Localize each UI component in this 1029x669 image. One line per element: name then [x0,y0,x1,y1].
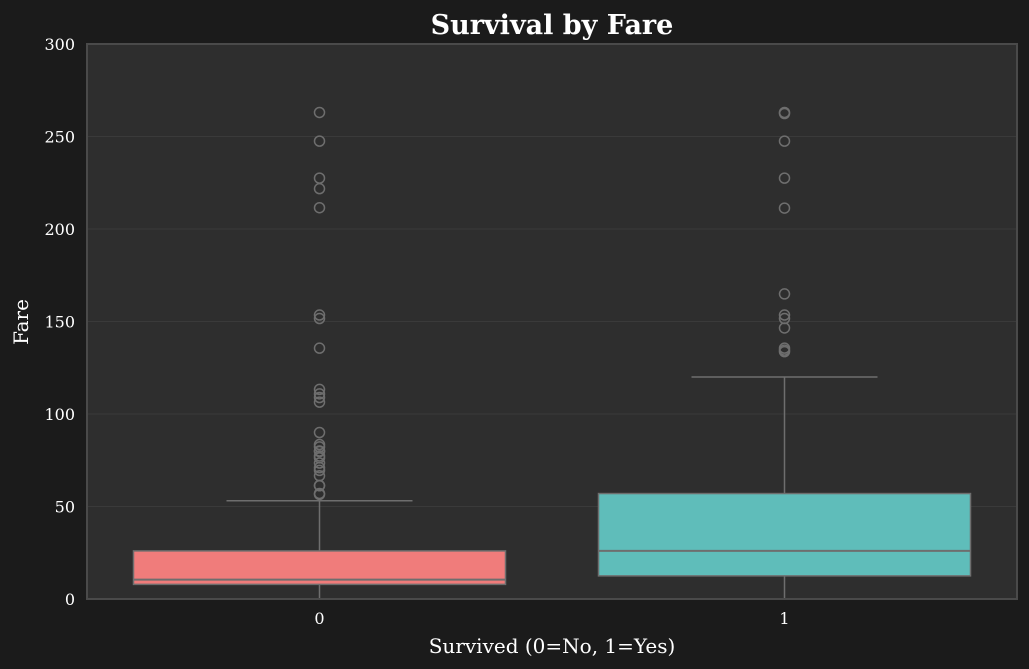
y-tick-label: 100 [44,405,75,424]
y-tick-labels: 0 50 100 150 200 250 300 [44,35,75,609]
plot-border [86,43,1018,600]
y-tick-label: 50 [55,498,75,517]
outlier-point [778,106,791,119]
outlier-point [313,309,326,321]
outlier-point [313,135,326,147]
outlier-point [778,202,791,214]
y-tick-label: 150 [44,313,75,332]
x-axis-label: Survived (0=No, 1=Yes) [429,634,676,658]
y-tick-label: 0 [65,590,75,609]
x-tick-label: 1 [779,609,789,628]
outlier-point [313,470,326,482]
outlier-point [778,172,791,184]
y-tick-label: 300 [44,35,75,54]
iqr-box [597,492,972,577]
outlier-point [313,487,326,500]
outliers [313,106,791,501]
outlier-point [778,288,791,300]
outlier-point [778,135,791,147]
chart-title: Survival by Fare [431,10,674,41]
boxes [132,376,972,600]
outlier-point [313,388,326,400]
outlier-point [313,426,326,439]
outlier-point [313,396,326,408]
outlier-point [778,342,791,354]
outlier-point [313,201,326,214]
outlier-point [313,457,326,469]
outlier-point [313,106,326,119]
y-tick-label: 250 [44,128,75,147]
outlier-point [313,450,326,462]
y-tick-label: 200 [44,220,75,239]
outlier-point [313,342,326,354]
outlier-point [313,445,326,457]
outlier-point [313,383,326,396]
outlier-point [313,312,326,325]
outlier-point [778,312,791,325]
outlier-point [313,391,326,404]
box-group-1 [597,376,972,600]
y-axis-label: Fare [9,299,33,345]
outlier-point [313,172,326,184]
x-tick-label: 0 [314,609,324,628]
outlier-point [778,309,791,321]
outlier-point [313,438,326,451]
